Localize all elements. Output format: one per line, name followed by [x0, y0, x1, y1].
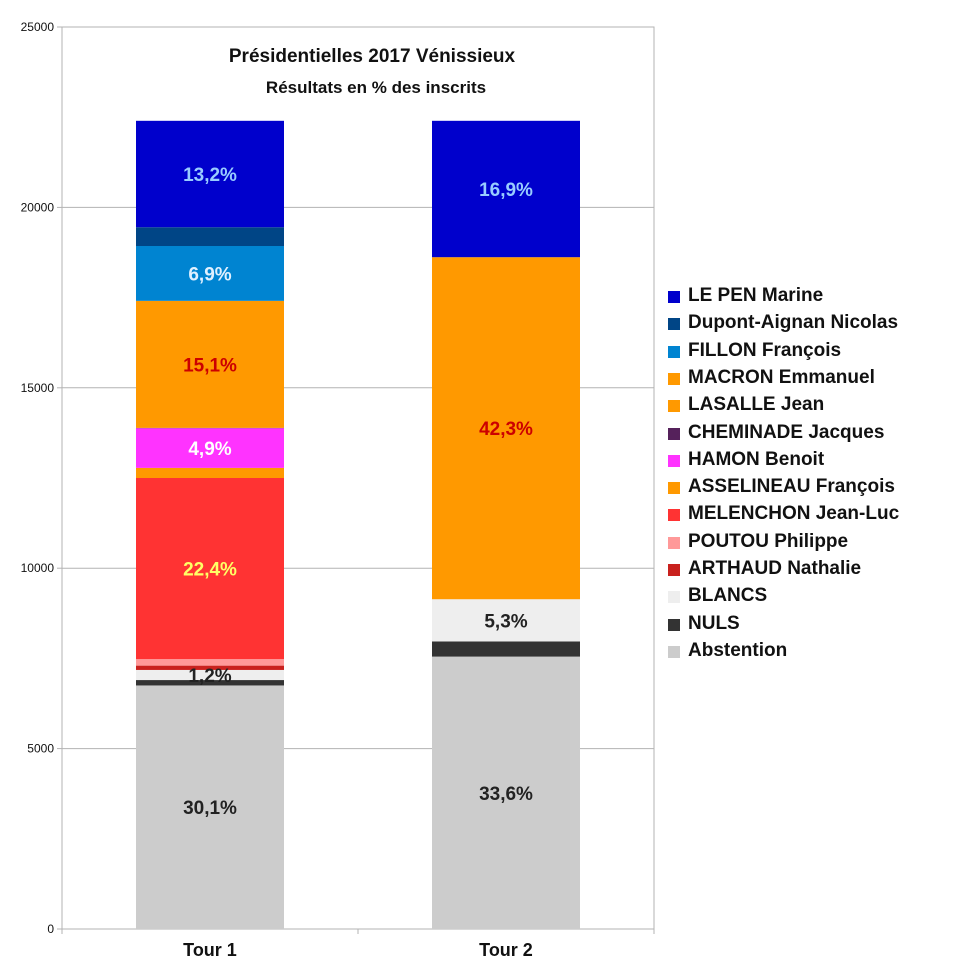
legend-swatch	[668, 618, 680, 631]
legend-swatch	[668, 454, 680, 467]
bar-segment	[136, 685, 284, 929]
legend-swatch	[668, 564, 680, 576]
y-tick-label: 25000	[21, 20, 55, 34]
y-tick-label: 20000	[21, 200, 55, 214]
legend-label: HAMON Benoit	[688, 448, 825, 470]
legend-label: LE PEN Marine	[688, 285, 824, 306]
y-tick-label: 0	[47, 922, 54, 936]
data-label: 22,4%	[183, 560, 237, 581]
legend-label: Abstention	[688, 639, 788, 661]
legend-label: ASSELINEAU François	[688, 476, 895, 498]
legend-swatch	[668, 345, 680, 358]
legend-label: POUTOU Philippe	[688, 530, 849, 552]
y-tick-label: 15000	[21, 381, 55, 395]
chart-title: Présidentielles 2017 Vénissieux	[229, 46, 516, 67]
x-category-label: Tour 2	[479, 940, 533, 960]
legend-label: ARTHAUD Nathalie	[688, 558, 862, 579]
bar-segment	[136, 300, 284, 428]
legend-label: MELENCHON Jean-Luc	[688, 503, 900, 525]
legend-swatch	[668, 645, 680, 658]
bar-segment	[432, 656, 580, 929]
legend-swatch	[668, 536, 680, 549]
bar-segment	[136, 246, 284, 301]
bar-segment	[136, 680, 284, 686]
bar-segment	[136, 467, 284, 478]
data-label: 1,2%	[188, 666, 231, 687]
legend-swatch	[668, 482, 680, 495]
data-label: 16,9%	[479, 180, 533, 201]
data-label: 33,6%	[479, 784, 533, 805]
axes: 0 5000 10000 15000 20000 25000 Tour 1 Tour 2	[21, 20, 655, 960]
legend-label: FILLON François	[688, 339, 842, 361]
data-label: 5,3%	[484, 611, 527, 632]
data-label: 42,3%	[479, 419, 533, 440]
bar-segment	[432, 257, 580, 600]
legend-swatch	[668, 400, 680, 413]
legend-swatch	[668, 509, 680, 522]
legend-swatch	[668, 318, 680, 331]
data-labels: 30,1% 1,2% 22,4% 4,9% 15,1% 6,9% 13,2% 33,6% 5,3…	[183, 165, 533, 819]
data-label: 13,2%	[183, 165, 237, 186]
legend-swatch	[668, 591, 680, 604]
legend-label: LASALLE Jean	[688, 394, 825, 416]
legend-swatch	[668, 372, 680, 385]
bar-segment	[432, 120, 580, 258]
bars	[136, 120, 580, 929]
data-label: 15,1%	[183, 355, 237, 376]
y-tick-label: 10000	[21, 561, 55, 575]
bar-segment	[136, 120, 284, 228]
chart-subtitle: Résultats en % des inscrits	[266, 78, 486, 97]
y-tick-label: 5000	[27, 742, 54, 756]
bar-segment	[136, 227, 284, 247]
legend-label: MACRON Emmanuel	[688, 366, 875, 388]
bar-segment	[136, 478, 284, 660]
x-category-label: Tour 1	[183, 940, 237, 960]
legend-swatch	[668, 427, 680, 440]
legend-swatch	[668, 291, 680, 303]
bar-segment	[136, 665, 284, 670]
data-label: 30,1%	[183, 798, 237, 819]
legend-label: CHEMINADE Jacques	[688, 421, 885, 443]
bar-segment	[136, 428, 284, 468]
data-label: 4,9%	[188, 439, 231, 460]
bar-segment	[432, 599, 580, 642]
legend-label: Dupont-Aignan Nicolas	[688, 312, 899, 334]
bar-segment	[136, 659, 284, 666]
legend-label: BLANCS	[688, 585, 768, 607]
bar-segment	[432, 641, 580, 657]
bar-segment	[136, 669, 284, 681]
data-label: 6,9%	[188, 264, 231, 285]
legend-label: NULS	[688, 612, 740, 634]
